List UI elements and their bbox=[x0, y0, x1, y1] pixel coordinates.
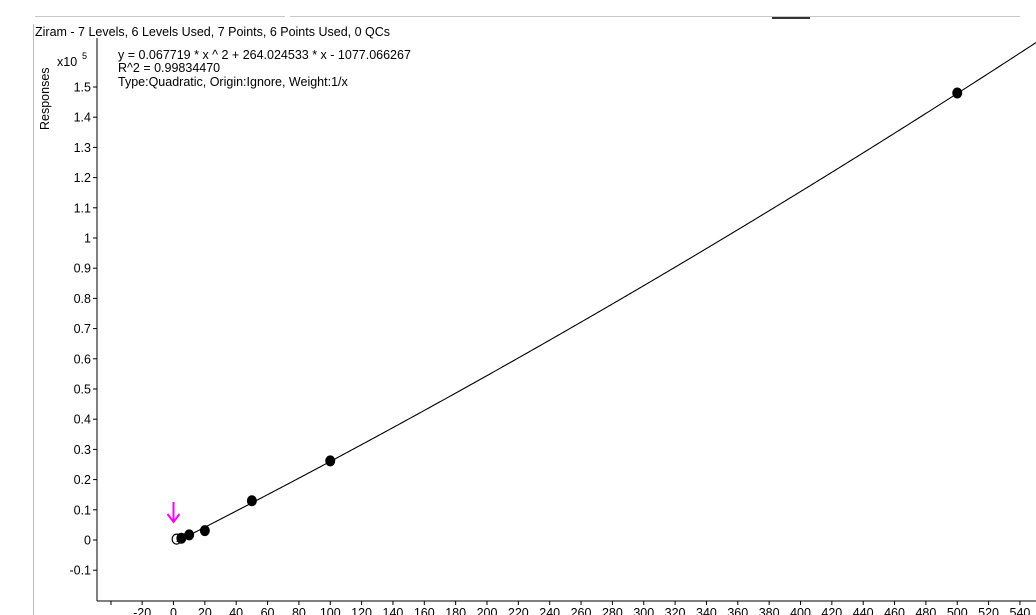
y-tick-label: 1.3 bbox=[74, 141, 91, 155]
left-panel bbox=[0, 24, 34, 615]
y-tick-label: 1.2 bbox=[74, 171, 91, 185]
x-tick-label: 220 bbox=[508, 606, 529, 615]
chart-title: Ziram - 7 Levels, 6 Levels Used, 7 Point… bbox=[35, 25, 390, 39]
y-tick-label: 0.5 bbox=[74, 383, 91, 397]
x-tick-label: 520 bbox=[978, 606, 999, 615]
fit-info-text: Type:Quadratic, Origin:Ignore, Weight:1/… bbox=[118, 75, 348, 89]
y-tick-label: 0.8 bbox=[74, 292, 91, 306]
y-tick-label: 1 bbox=[84, 232, 91, 246]
x-tick-label: 380 bbox=[759, 606, 780, 615]
x-tick-label: 20 bbox=[198, 606, 212, 615]
x-tick-label: 0 bbox=[170, 606, 177, 615]
x-tick-label: 180 bbox=[445, 606, 466, 615]
top-strip-line bbox=[290, 16, 1020, 17]
x-tick-label: 360 bbox=[727, 606, 748, 615]
top-strip bbox=[0, 0, 1036, 24]
fit-curve-layer bbox=[176, 41, 1036, 543]
y-tick-label: 0 bbox=[84, 534, 91, 548]
x-tick-label: 540 bbox=[1010, 606, 1031, 615]
axes-group: -0.1 0 0.1 0.2 0.3 0.4 0.5 0.6 0.7 0.8 0.9 1 1.1 1.2 1… bbox=[69, 38, 1036, 615]
y-multiplier-label: x10 bbox=[57, 55, 77, 69]
y-tick-label: 0.9 bbox=[74, 262, 91, 276]
equation-text: y = 0.067719 * x ^ 2 + 264.024533 * x - … bbox=[118, 48, 411, 62]
x-tick-label: 60 bbox=[261, 606, 275, 615]
y-tick-label: 0.3 bbox=[74, 443, 91, 457]
arrow-head bbox=[166, 513, 181, 524]
x-tick-label: 340 bbox=[696, 606, 717, 615]
calibration-plot[interactable] bbox=[34, 24, 1036, 615]
data-point bbox=[176, 532, 187, 544]
y-tick-label: 0.2 bbox=[74, 473, 91, 487]
x-tick-label: 40 bbox=[229, 606, 243, 615]
data-point bbox=[952, 87, 963, 99]
x-tick-label: 160 bbox=[414, 606, 435, 615]
y-tick-label: 1.1 bbox=[74, 201, 91, 215]
x-tick-label: 200 bbox=[477, 606, 498, 615]
top-strip-line bbox=[45, 16, 285, 17]
y-tick-label: 0.7 bbox=[74, 322, 91, 336]
y-tick-label: 0.6 bbox=[74, 352, 91, 366]
data-point bbox=[325, 455, 336, 467]
y-tick-label: 0.4 bbox=[74, 413, 91, 427]
y-tick-label: 1.4 bbox=[74, 111, 91, 125]
top-strip-line bbox=[35, 16, 45, 17]
x-tick-label: 440 bbox=[853, 606, 874, 615]
x-tick-label: 300 bbox=[633, 606, 654, 615]
x-tick-label: 320 bbox=[665, 606, 686, 615]
x-tick-label: 80 bbox=[292, 606, 306, 615]
x-tick-label: 400 bbox=[790, 606, 811, 615]
y-tick-label: 0.1 bbox=[74, 503, 91, 517]
x-tick-label: 140 bbox=[383, 606, 404, 615]
x-tick-label: 500 bbox=[947, 606, 968, 615]
x-tick-label: 480 bbox=[915, 606, 936, 615]
data-point bbox=[184, 529, 195, 541]
fit-curve bbox=[176, 41, 1036, 543]
data-point bbox=[246, 495, 257, 507]
data-point bbox=[199, 525, 210, 537]
points-layer bbox=[171, 87, 963, 545]
arrow-layer bbox=[166, 502, 181, 524]
top-strip-mark bbox=[772, 17, 810, 19]
y-tick-label: 1.5 bbox=[74, 81, 91, 95]
x-tick-label: 460 bbox=[884, 606, 905, 615]
x-tick-label: 120 bbox=[351, 606, 372, 615]
y-tick-label: -0.1 bbox=[69, 564, 91, 578]
x-tick-label: 260 bbox=[571, 606, 592, 615]
y-axis-title: Responses bbox=[38, 67, 52, 130]
x-tick-label: -20 bbox=[133, 606, 151, 615]
x-tick-label: 240 bbox=[539, 606, 560, 615]
x-tick-label: 280 bbox=[602, 606, 623, 615]
x-tick-label: 100 bbox=[320, 606, 341, 615]
r-squared-text: R^2 = 0.99834470 bbox=[118, 61, 220, 75]
y-exponent-label: 5 bbox=[82, 51, 87, 61]
x-tick-label: 420 bbox=[821, 606, 842, 615]
